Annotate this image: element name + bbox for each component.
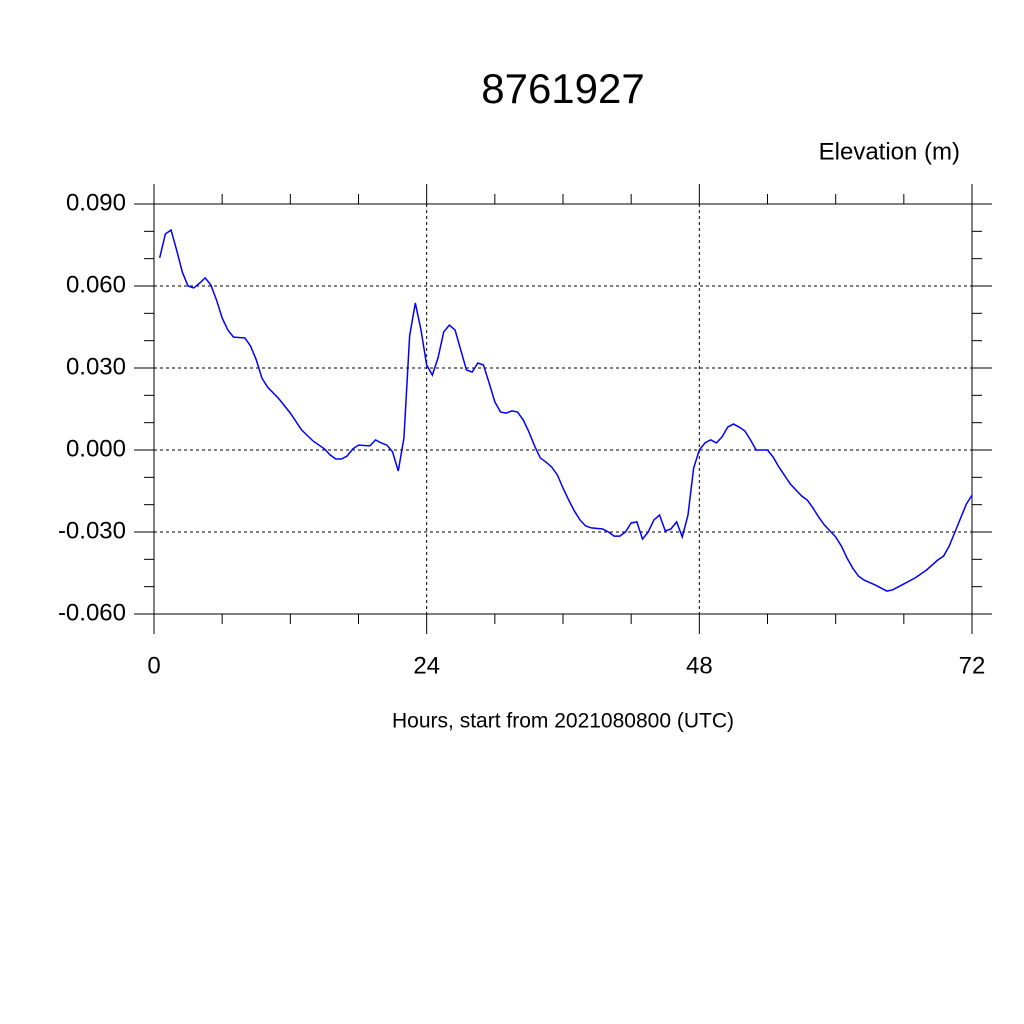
x-axis-label: Hours, start from 2021080800 (UTC) bbox=[392, 710, 734, 733]
y-tick-label: 0.060 bbox=[66, 271, 126, 298]
x-tick-label: 72 bbox=[959, 652, 986, 679]
y-tick-label: 0.000 bbox=[66, 435, 126, 462]
y-tick-label: -0.030 bbox=[58, 517, 126, 544]
y-axis-label: Elevation (m) bbox=[819, 138, 960, 165]
x-tick-label: 24 bbox=[413, 652, 440, 679]
y-tick-label: 0.030 bbox=[66, 353, 126, 380]
x-tick-label: 0 bbox=[147, 652, 160, 679]
chart-title: 8761927 bbox=[481, 65, 645, 112]
y-tick-label: -0.060 bbox=[58, 599, 126, 626]
plot-frame bbox=[153, 203, 973, 615]
x-tick-label: 48 bbox=[686, 652, 713, 679]
data-line bbox=[158, 228, 973, 592]
y-tick-label: 0.090 bbox=[66, 189, 126, 216]
